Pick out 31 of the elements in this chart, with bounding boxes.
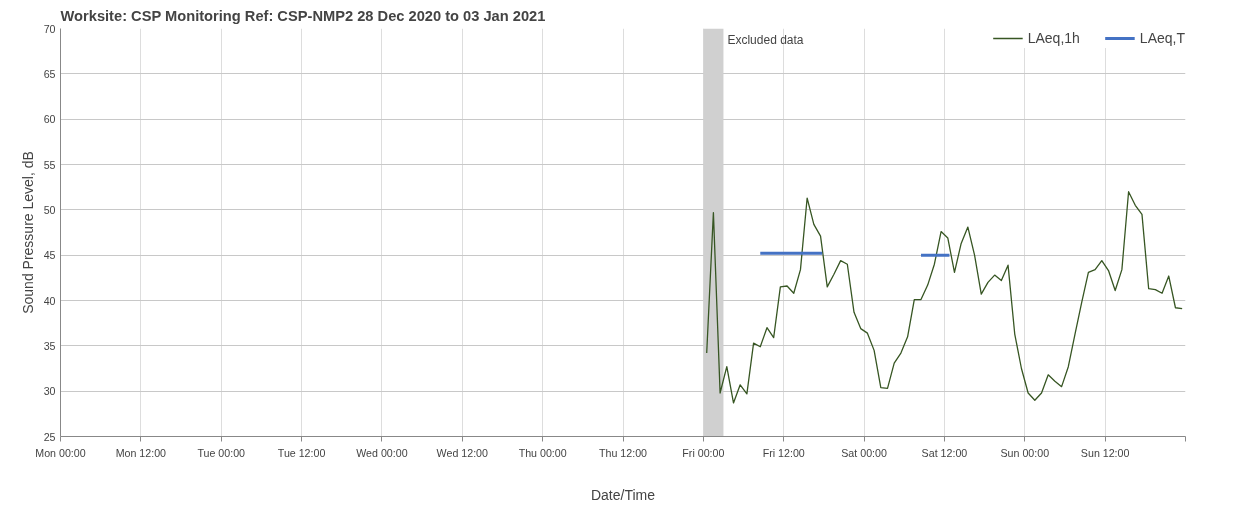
x-tick-label: Sat 00:00 (841, 446, 887, 459)
x-tick-label: Fri 12:00 (762, 446, 805, 459)
x-tick-label: Wed 12:00 (436, 446, 489, 459)
x-tick-label: Mon 12:00 (115, 446, 167, 459)
x-tick-label: Sat 12:00 (921, 446, 968, 459)
x-tick-label: Thu 00:00 (518, 446, 567, 459)
y-tick-label: 30 (43, 385, 56, 398)
y-tick-label: 45 (43, 249, 56, 262)
y-tick-label: 65 (43, 67, 56, 80)
y-tick-label: 40 (43, 294, 56, 307)
y-axis-title: Sound Pressure Level, dB (19, 151, 36, 314)
x-tick-label: Sun 00:00 (1000, 446, 1050, 459)
x-tick-label: Fri 00:00 (682, 446, 725, 459)
x-tick-label: Thu 12:00 (599, 446, 648, 459)
band-label: Excluded data (727, 32, 804, 47)
y-tick-label: 25 (43, 430, 56, 443)
x-tick-label: Wed 00:00 (356, 446, 408, 459)
y-tick-label: 35 (43, 339, 56, 352)
legend-label: LAeq,1h (1027, 30, 1080, 46)
line-series (706, 191, 1183, 404)
y-tick-label: 50 (43, 203, 56, 216)
legend-label: LAeq,T (1139, 30, 1185, 46)
y-tick-label: 70 (43, 22, 56, 35)
x-tick-label: Tue 00:00 (197, 446, 246, 459)
x-tick-label: Sun 12:00 (1080, 446, 1130, 459)
y-tick-label: 60 (43, 113, 56, 126)
chart-title: Worksite: CSP Monitoring Ref: CSP-NMP2 28 Dec 2020 to 03 Jan 2021 (60, 7, 546, 24)
x-tick-label: Tue 12:00 (277, 446, 326, 459)
x-tick-label: Mon 00:00 (35, 446, 86, 459)
x-axis-title: Date/Time (590, 486, 656, 503)
y-tick-label: 55 (43, 158, 56, 171)
